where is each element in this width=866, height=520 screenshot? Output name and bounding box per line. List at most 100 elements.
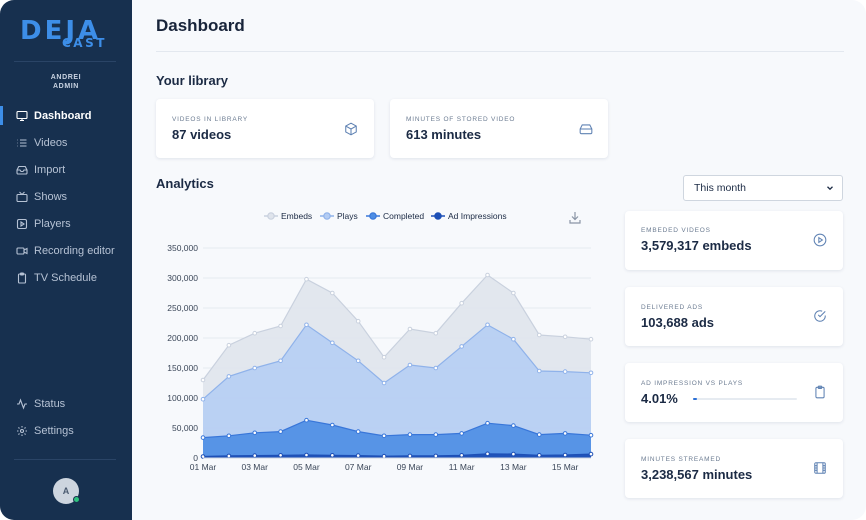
download-icon[interactable] <box>569 212 581 224</box>
series-line-embeds <box>202 274 592 381</box>
x-tick-label: 11 Mar <box>449 462 475 472</box>
data-point <box>330 290 335 296</box>
videos-in-library-card: VIDEOS IN LIBRARY 87 videos <box>156 99 374 158</box>
x-tick-label: 03 Mar <box>241 462 268 472</box>
data-point <box>304 322 309 328</box>
legend-entry: Embeds <box>281 211 312 221</box>
logo-main-text: DEJA <box>20 16 102 46</box>
data-point <box>485 420 490 426</box>
data-point <box>355 453 361 458</box>
sidebar-item-dashboard[interactable]: Dashboard <box>0 102 132 129</box>
clipboard-icon <box>16 271 28 284</box>
sidebar-item-videos[interactable]: Videos <box>0 129 132 156</box>
ad-impression-progress-bar <box>693 398 797 400</box>
data-point <box>252 365 258 371</box>
data-point <box>355 429 361 434</box>
data-point <box>588 432 594 438</box>
sidebar-item-settings[interactable]: Settings <box>0 417 132 444</box>
y-tick-label: 250,000 <box>167 303 198 313</box>
data-point <box>588 370 594 376</box>
data-point <box>330 422 335 428</box>
card-label: AD IMPRESSION VS PLAYS <box>641 380 744 387</box>
data-point <box>511 290 516 296</box>
sidebar-item-label: Players <box>34 217 71 230</box>
y-tick-label: 0 <box>193 453 198 463</box>
card-label: MINUTES STREAMED <box>641 456 721 463</box>
sidebar-item-label: Status <box>34 397 66 410</box>
data-point <box>304 452 309 458</box>
card-value: 4.01% <box>641 391 678 406</box>
sidebar-item-recording-editor[interactable]: Recording editor <box>0 237 132 264</box>
x-tick-label: 15 Mar <box>552 462 579 472</box>
sidebar-divider <box>14 459 116 460</box>
data-point <box>355 358 361 364</box>
y-tick-label: 150,000 <box>167 363 198 373</box>
user-role: ADMIN <box>53 83 79 90</box>
sidebar-item-label: Settings <box>34 424 74 437</box>
page-title: Dashboard <box>156 16 245 35</box>
card-value: 3,238,567 minutes <box>641 467 753 482</box>
card-value: 3,579,317 embeds <box>641 238 752 253</box>
legend-entry: Completed <box>383 211 424 221</box>
x-tick-label: 07 Mar <box>345 462 372 472</box>
data-point <box>407 326 413 332</box>
sidebar: DEJA CAST ANDREI ADMIN Dashboard Videos <box>0 0 132 520</box>
data-point <box>252 330 258 336</box>
analytics-section-title: Analytics <box>156 176 214 191</box>
card-label: DELIVERED ADS <box>641 304 704 311</box>
series-area-completed <box>203 420 591 458</box>
sidebar-item-shows[interactable]: Shows <box>0 183 132 210</box>
sidebar-item-label: Dashboard <box>34 109 92 122</box>
data-point <box>562 431 568 436</box>
sidebar-bottom-nav: Status Settings <box>0 390 132 444</box>
video-camera-icon <box>16 245 28 257</box>
data-point <box>278 429 283 434</box>
data-point <box>304 276 309 282</box>
data-point <box>459 453 464 458</box>
y-tick-label: 50,000 <box>172 423 198 433</box>
list-icon <box>16 137 28 149</box>
period-select-value: This month <box>694 182 746 194</box>
analytics-chart: 0 50,000 100,000 150,000 200,000 250,000 300,0… <box>156 206 616 476</box>
data-point <box>485 451 490 457</box>
data-point <box>433 330 439 336</box>
data-point <box>278 323 283 329</box>
sidebar-nav: Dashboard Videos Import Shows <box>0 102 132 291</box>
data-point <box>433 432 439 437</box>
logo[interactable]: DEJA CAST <box>18 16 114 52</box>
sidebar-item-import[interactable]: Import <box>0 156 132 183</box>
sidebar-item-players[interactable]: Players <box>0 210 132 237</box>
data-point <box>562 334 568 340</box>
sidebar-item-tv-schedule[interactable]: TV Schedule <box>0 264 132 291</box>
legend-entry: Ad Impressions <box>448 211 507 221</box>
data-point <box>381 380 387 386</box>
data-point <box>407 453 413 459</box>
period-select[interactable]: This month <box>683 175 843 201</box>
sidebar-item-status[interactable]: Status <box>0 390 132 417</box>
data-point <box>511 451 516 457</box>
data-point <box>226 342 232 348</box>
data-point <box>511 423 516 428</box>
library-section-title: Your library <box>156 73 229 88</box>
title-divider <box>156 51 844 52</box>
data-point <box>588 336 594 342</box>
tv-icon <box>16 191 28 203</box>
card-value: 613 minutes <box>406 127 482 142</box>
data-point <box>226 453 232 459</box>
data-point <box>511 336 516 342</box>
sidebar-divider <box>14 61 116 62</box>
data-point <box>278 453 283 458</box>
x-tick-label: 05 Mar <box>293 462 320 472</box>
sidebar-item-label: Recording editor <box>34 244 115 257</box>
x-tick-label: 09 Mar <box>397 462 424 472</box>
data-point <box>381 354 387 360</box>
sidebar-item-label: TV Schedule <box>34 271 97 284</box>
series-line-plays <box>202 323 592 400</box>
data-point <box>407 432 413 437</box>
hard-drive-icon <box>579 122 593 136</box>
ad-impression-vs-plays-card: AD IMPRESSION VS PLAYS 4.01% <box>625 363 843 422</box>
data-point <box>355 318 361 324</box>
embeded-videos-card: EMBEDED VIDEOS 3,579,317 embeds <box>625 211 843 270</box>
x-tick-label: 13 Mar <box>500 462 527 472</box>
sidebar-item-label: Import <box>34 163 66 176</box>
